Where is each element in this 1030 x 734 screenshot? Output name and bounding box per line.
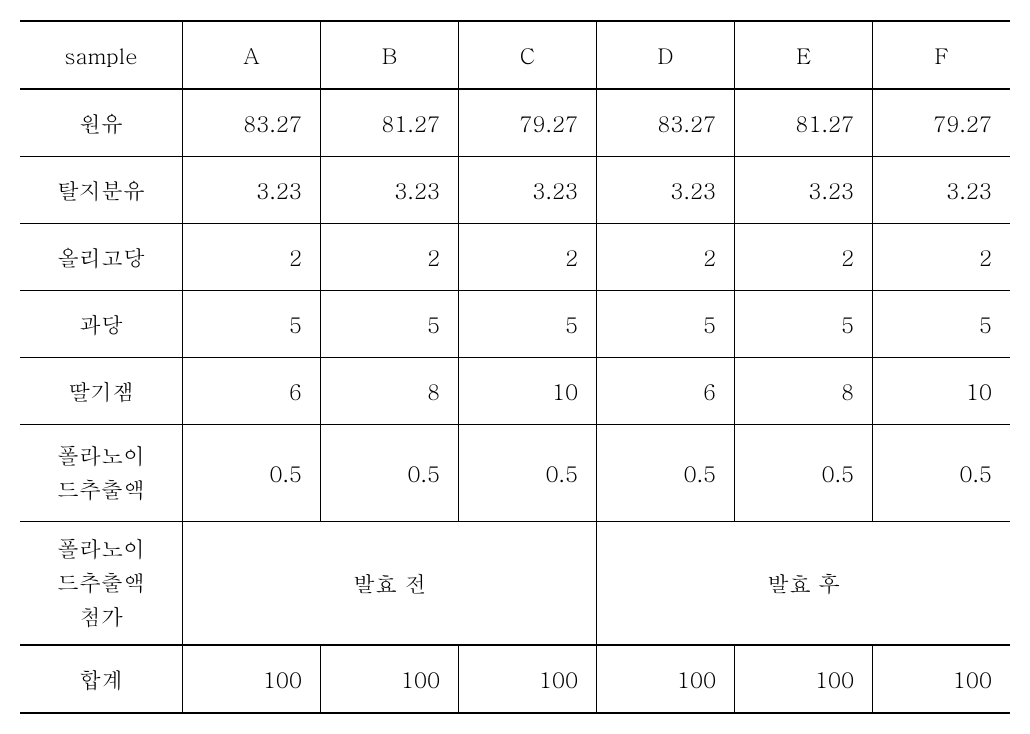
row-label: 과당 (20, 291, 183, 358)
cell-value: 2 (597, 224, 735, 291)
merged-before: 발효 전 (183, 522, 597, 646)
header-row: sample A B C D E F (20, 21, 1010, 89)
cell-value: 79.27 (459, 90, 597, 157)
cell-value: 100 (735, 645, 873, 713)
row-label: 원유 (20, 90, 183, 157)
row-label: 폴라노이드추출액 (20, 425, 183, 522)
cell-value: 8 (735, 358, 873, 425)
col-b: B (321, 21, 459, 89)
cell-value: 81.27 (321, 90, 459, 157)
row-label: 탈지분유 (20, 157, 183, 224)
cell-value: 3.23 (873, 157, 1010, 224)
cell-value: 10 (873, 358, 1010, 425)
cell-value: 3.23 (183, 157, 321, 224)
merged-after: 발효 후 (597, 522, 1010, 646)
data-table: sample A B C D E F 원유83.2781.2779.2783.2… (20, 20, 1010, 714)
cell-value: 3.23 (735, 157, 873, 224)
table-row: 올리고당222222 (20, 224, 1010, 291)
cell-value: 100 (873, 645, 1010, 713)
cell-value: 6 (183, 358, 321, 425)
row-label: 딸기잼 (20, 358, 183, 425)
col-sample: sample (20, 21, 183, 89)
cell-value: 3.23 (597, 157, 735, 224)
table-body: 원유83.2781.2779.2783.2781.2779.27탈지분유3.23… (20, 90, 1010, 714)
cell-value: 100 (597, 645, 735, 713)
cell-value: 5 (597, 291, 735, 358)
cell-value: 5 (735, 291, 873, 358)
cell-value: 5 (459, 291, 597, 358)
cell-value: 3.23 (321, 157, 459, 224)
table-row: 딸기잼68106810 (20, 358, 1010, 425)
table-row: 탈지분유3.233.233.233.233.233.23 (20, 157, 1010, 224)
cell-value: 0.5 (735, 425, 873, 522)
col-d: D (597, 21, 735, 89)
cell-value: 79.27 (873, 90, 1010, 157)
cell-value: 3.23 (459, 157, 597, 224)
cell-value: 100 (459, 645, 597, 713)
cell-value: 83.27 (597, 90, 735, 157)
cell-value: 0.5 (597, 425, 735, 522)
cell-value: 100 (321, 645, 459, 713)
cell-value: 10 (459, 358, 597, 425)
cell-value: 5 (321, 291, 459, 358)
cell-value: 83.27 (183, 90, 321, 157)
cell-value: 0.5 (183, 425, 321, 522)
row-label: 합계 (20, 645, 183, 713)
cell-value: 6 (597, 358, 735, 425)
cell-value: 2 (183, 224, 321, 291)
cell-value: 0.5 (321, 425, 459, 522)
col-c: C (459, 21, 597, 89)
cell-value: 5 (183, 291, 321, 358)
cell-value: 100 (183, 645, 321, 713)
cell-value: 2 (873, 224, 1010, 291)
cell-value: 8 (321, 358, 459, 425)
table-row: 과당555555 (20, 291, 1010, 358)
cell-value: 2 (321, 224, 459, 291)
col-f: F (873, 21, 1010, 89)
table-row: 원유83.2781.2779.2783.2781.2779.27 (20, 90, 1010, 157)
cell-value: 81.27 (735, 90, 873, 157)
merged-row: 폴라노이드추출액첨가발효 전발효 후 (20, 522, 1010, 646)
cell-value: 2 (459, 224, 597, 291)
cell-value: 5 (873, 291, 1010, 358)
col-e: E (735, 21, 873, 89)
cell-value: 0.5 (459, 425, 597, 522)
row-label: 폴라노이드추출액첨가 (20, 522, 183, 646)
data-table-container: sample A B C D E F 원유83.2781.2779.2783.2… (20, 20, 1010, 714)
table-row: 폴라노이드추출액0.50.50.50.50.50.5 (20, 425, 1010, 522)
table-row: 합계100100100100100100 (20, 645, 1010, 713)
cell-value: 2 (735, 224, 873, 291)
col-a: A (183, 21, 321, 89)
cell-value: 0.5 (873, 425, 1010, 522)
row-label: 올리고당 (20, 224, 183, 291)
